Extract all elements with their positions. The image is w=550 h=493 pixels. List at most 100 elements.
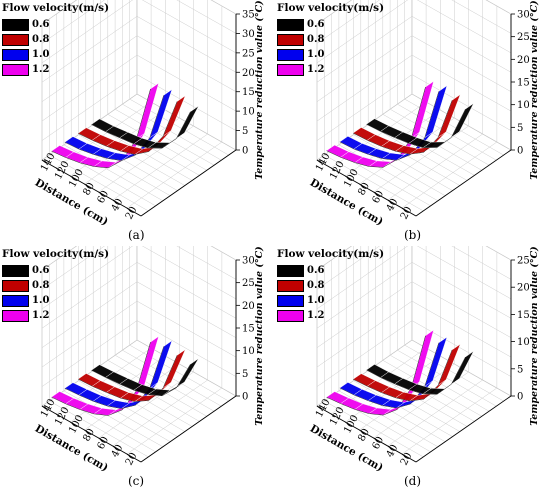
gridline-x [126,6,223,209]
x-tick [84,183,89,188]
x-tick [112,199,117,204]
series-edge [77,101,178,155]
legend-swatch [277,309,304,322]
x-tick [316,159,322,164]
series-edge [366,356,466,395]
x-tick-label: 20 [124,451,140,467]
x-tick [98,191,103,196]
x-tick-label: 40 [385,197,401,213]
z-tick-label: 20 [517,55,530,66]
legend-item: 0.6 [277,263,324,278]
z-tick-label: 5 [242,126,248,137]
legend-swatch [277,18,304,31]
panel-label: (a) [128,228,145,242]
legend-swatch [277,294,304,307]
z-tick-label: 10 [517,337,530,348]
gridline-x [373,246,469,439]
legend-swatch [277,48,304,61]
legend-title: Flow velocity(m/s) [2,2,110,14]
x-tick [126,207,132,212]
gridline-z [41,0,237,25]
legend-swatch [2,309,29,322]
z-tick-label: 10 [242,346,255,357]
x-tick [359,183,364,188]
gridline-depth [353,246,453,437]
z-axis-label: Temperature reduction value (°C) [254,246,265,425]
z-tick-label: 10 [517,100,530,111]
gridline-z [41,246,237,271]
chart-panel: 20 40 60 80 100 120 140 Distance (cm) 0 5 10 15 20 25… [275,0,550,246]
z-axis-label: Temperature reduction value (°C) [529,246,540,425]
gridline-x [387,0,483,201]
gridline-depth [404,0,504,156]
legend-label: 0.6 [32,265,50,276]
legend-title: Flow velocity(m/s) [277,248,385,260]
z-axis-label: Temperature reduction value (°C) [529,0,540,179]
z-tick-label: 30 [517,10,530,21]
x-tick [345,421,350,426]
x-tick [41,159,47,164]
gridline-x [112,0,208,201]
depth-axis [140,395,237,463]
legend-item: 0.6 [2,17,49,32]
legend-swatch [2,18,29,31]
z-tick-label: 15 [242,87,255,98]
x-tick [316,405,322,410]
legend-item: 0.8 [277,278,324,293]
legend-swatch [277,264,304,277]
gridline-depth [107,246,207,417]
z-tick-label: 25 [242,48,255,59]
legend-item: 1.2 [277,62,324,77]
legend-label: 1.2 [32,64,50,75]
gridline-depth [114,0,215,166]
gridline-depth [78,0,178,191]
z-tick-label: 25 [517,256,530,267]
series-edge [352,349,453,402]
gridline-x [98,0,194,193]
gridline-depth [389,246,490,412]
legend-label: 0.8 [307,34,325,45]
legend-label: 1.0 [32,295,50,306]
gridline-z [316,246,512,290]
z-tick-label: 5 [242,369,248,380]
z-tick-label: 5 [517,364,523,375]
legend-item: 0.8 [2,32,49,47]
z-tick-label: 15 [517,310,530,321]
legend-label: 1.0 [307,49,325,60]
x-tick [401,207,407,212]
legend-swatch [2,63,29,76]
gridline-depth [129,0,229,156]
gridline-z [41,0,237,64]
x-tick [126,453,132,458]
x-tick [401,453,407,458]
gridline-depth [49,264,149,458]
x-tick-label: 40 [110,197,126,213]
series-edge [352,100,453,155]
gridline-depth [129,246,229,402]
z-tick-label: 25 [517,32,530,43]
x-tick [345,175,350,180]
depth-axis [415,395,512,463]
z-tick-label: 15 [242,324,255,335]
z-tick-label: 0 [517,146,523,157]
gridline-z [41,246,237,310]
gridline-depth [78,246,178,437]
gridline-x [387,246,483,447]
x-tick-label: 80 [81,427,97,443]
gridline-z [316,0,512,44]
x-tick [330,413,336,418]
x-tick [84,429,89,434]
gridline-depth [49,18,149,212]
gridline-depth [404,246,504,402]
legend-swatch [2,48,29,61]
z-tick-label: 35 [242,10,255,21]
legend-label: 0.6 [32,19,50,30]
legend-label: 1.0 [32,49,50,60]
legend-item: 1.2 [277,308,324,323]
legend-swatch [277,279,304,292]
gridline-x [98,246,194,439]
legend-swatch [2,33,29,46]
legend-item: 1.0 [2,47,49,62]
x-tick-label: 60 [371,189,387,205]
